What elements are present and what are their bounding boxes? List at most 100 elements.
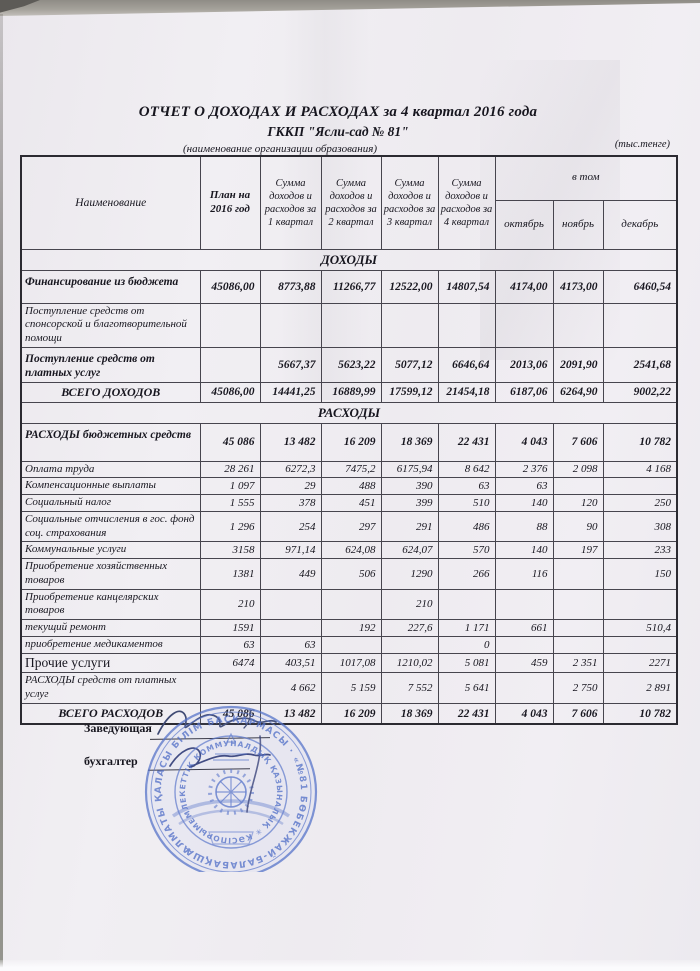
cell-value: 2541,68 bbox=[602, 346, 678, 383]
cell-value: 488 bbox=[320, 477, 382, 495]
cell-value: 45086,00 bbox=[199, 269, 261, 304]
cell-value: 6646,64 bbox=[437, 346, 496, 383]
cell-value: 4173,00 bbox=[552, 269, 604, 304]
cell-value: 63 bbox=[437, 477, 496, 495]
row-label: Поступление средств от платных услуг bbox=[20, 346, 201, 383]
cell-value: 266 bbox=[437, 558, 496, 590]
cell-value bbox=[552, 588, 604, 620]
section-title: РАСХОДЫ bbox=[20, 401, 678, 424]
table-row: РАСХОДЫ бюджетных средств 45 086 13 482 16 … bbox=[20, 422, 678, 462]
cell-value: 7 606 bbox=[552, 422, 604, 462]
cell-value: 63 bbox=[494, 477, 554, 495]
cell-value bbox=[199, 672, 261, 704]
cell-value: 120 bbox=[552, 494, 604, 512]
cell-value: 45 086 bbox=[199, 422, 261, 462]
cell-value: 449 bbox=[259, 558, 322, 590]
cell-value: 624,07 bbox=[380, 541, 439, 559]
cell-value: 4 043 bbox=[494, 422, 554, 462]
cell-value: 29 bbox=[259, 477, 322, 495]
cell-value: 45086,00 bbox=[199, 381, 261, 403]
organization-name: ГККП "Ясли-сад № 81" bbox=[267, 124, 409, 139]
cell-value: 1 097 bbox=[199, 477, 261, 495]
cell-value: 7475,2 bbox=[320, 460, 382, 479]
income-expense-table: Наименование План на 2016 год Сумма дохо… bbox=[20, 155, 679, 726]
cell-value: 197 bbox=[552, 541, 604, 559]
cell-value: 254 bbox=[259, 510, 322, 543]
cell-value: 16889,99 bbox=[320, 381, 382, 403]
cell-value: 63 bbox=[199, 635, 261, 654]
cell-value: 2 750 bbox=[552, 672, 604, 704]
cell-value: 1381 bbox=[199, 558, 261, 590]
table-row: РАСХОДЫ средств от платных услуг 4 662 5 1… bbox=[20, 672, 678, 704]
col-header-december: декабрь bbox=[602, 199, 678, 250]
cell-value: 63 bbox=[259, 635, 322, 654]
row-label: Финансирование из бюджета bbox=[20, 269, 201, 304]
cell-value: 570 bbox=[437, 541, 496, 559]
row-label: приобретение медикаментов bbox=[20, 635, 201, 654]
cell-value: 250 bbox=[602, 494, 678, 512]
cell-value bbox=[320, 588, 382, 620]
cell-value: 2271 bbox=[602, 652, 678, 674]
cell-value: 308 bbox=[602, 510, 678, 543]
table-row: Коммунальные услуги 3158 971,14 624,08 624,0… bbox=[20, 541, 678, 559]
official-round-stamp: АЛМАТЫ ҚАЛАСЫ БІЛІМ БАСҚАРМАСЫ · «№81 БӨ… bbox=[135, 700, 318, 872]
cell-value bbox=[380, 635, 439, 654]
cell-value bbox=[552, 558, 604, 590]
row-label: Приобретение канцелярских товаров bbox=[20, 588, 201, 620]
row-label: ВСЕГО ДОХОДОВ bbox=[20, 381, 201, 403]
row-label: Оплата труда bbox=[20, 460, 201, 479]
table-row: Оплата труда 28 261 6272,3 7475,2 6175,94 8 6… bbox=[20, 460, 678, 479]
cell-value: 22 431 bbox=[437, 422, 496, 462]
cell-value: 2 376 bbox=[494, 460, 554, 479]
row-label: Компенсационные выплаты bbox=[20, 477, 201, 495]
cell-value: 88 bbox=[494, 510, 554, 543]
cell-value: 140 bbox=[494, 494, 554, 512]
cell-value: 1 555 bbox=[199, 494, 261, 512]
cell-value: 291 bbox=[380, 510, 439, 543]
accountant-signature bbox=[169, 747, 271, 768]
cell-value: 399 bbox=[380, 494, 439, 512]
cell-value bbox=[602, 588, 678, 620]
cell-value: 6175,94 bbox=[380, 460, 439, 479]
row-label: Социальные отчисления в гос. фонд соц. с… bbox=[20, 510, 201, 543]
cell-value: 22 431 bbox=[437, 702, 496, 725]
cell-value: 5 641 bbox=[437, 672, 496, 704]
cell-value: 90 bbox=[552, 510, 604, 543]
row-label: РАСХОДЫ бюджетных средств bbox=[20, 422, 201, 462]
cell-value: 14441,25 bbox=[259, 381, 322, 403]
col-header-october: октябрь bbox=[494, 199, 554, 250]
report-table-body: ДОХОДЫ Финансирование из бюджета 45086,00 8… bbox=[20, 248, 678, 725]
organization-note: (наименование организации образования) bbox=[182, 143, 378, 155]
cell-value: 192 bbox=[320, 619, 382, 637]
cell-value: 150 bbox=[602, 558, 678, 590]
cell-value: 0 bbox=[437, 635, 496, 654]
table-row: Приобретение хозяйственных товаров 1381 44… bbox=[20, 558, 678, 590]
cell-value: 6272,3 bbox=[259, 460, 322, 479]
cell-value: 2091,90 bbox=[552, 346, 604, 383]
cell-value: 297 bbox=[320, 510, 382, 543]
cell-value bbox=[494, 672, 554, 704]
cell-value bbox=[552, 302, 604, 348]
cell-value: 6187,06 bbox=[494, 381, 554, 403]
table-row: приобретение медикаментов 63 63 0 bbox=[20, 635, 678, 654]
col-header-q2: Сумма доходов и расходов за 2 квартал bbox=[320, 155, 382, 250]
cell-value: 17599,12 bbox=[380, 381, 439, 403]
col-header-q3: Сумма доходов и расходов за 3 квартал bbox=[380, 155, 439, 250]
cell-value: 451 bbox=[320, 494, 382, 512]
cell-value: 971,14 bbox=[259, 541, 322, 559]
cell-value: 1 171 bbox=[437, 619, 496, 637]
cell-value: 140 bbox=[494, 541, 554, 559]
cell-value: 5667,37 bbox=[259, 346, 322, 383]
cell-value: 13 482 bbox=[259, 422, 322, 462]
cell-value: 459 bbox=[494, 652, 554, 674]
cell-value: 11266,77 bbox=[320, 269, 382, 304]
cell-value: 227,6 bbox=[380, 619, 439, 637]
cell-value: 4 662 bbox=[259, 672, 322, 704]
cell-value: 390 bbox=[380, 477, 439, 495]
page-title: ОТЧЕТ О ДОХОДАХ И РАСХОДАХ за 4 квартал … bbox=[138, 104, 538, 120]
row-label: Приобретение хозяйственных товаров bbox=[20, 558, 201, 590]
cell-value: 506 bbox=[320, 558, 382, 590]
row-label: Социальный налог bbox=[20, 494, 201, 512]
cell-value: 5623,22 bbox=[320, 346, 382, 383]
table-row: Приобретение канцелярских товаров 210 210 bbox=[20, 588, 678, 620]
